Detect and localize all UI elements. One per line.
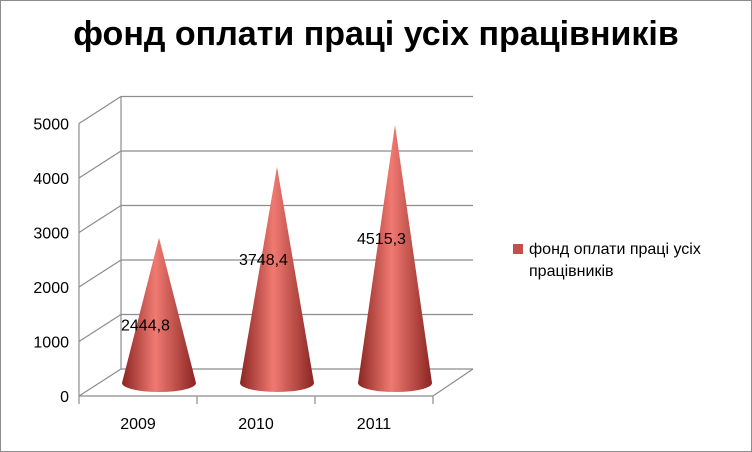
y-tick-label: 4000	[33, 171, 69, 188]
legend: фонд оплати праці усіх працівників	[513, 239, 738, 283]
y-tick-label: 2000	[33, 280, 69, 297]
legend-swatch	[513, 244, 523, 254]
y-tick-label: 1000	[33, 335, 69, 352]
x-tick-label: 2009	[120, 416, 156, 433]
data-label: 2444,8	[121, 317, 170, 334]
x-tick-label: 2011	[357, 416, 392, 433]
legend-label: фонд оплати праці усіх працівників	[529, 241, 701, 280]
cone-bar	[358, 124, 432, 393]
data-label: 3748,4	[239, 252, 288, 269]
cone-bar	[240, 166, 314, 392]
chart-title: фонд оплати праці усіх працівників	[73, 15, 679, 53]
y-tick-label: 5000	[33, 117, 69, 134]
gridline	[78, 95, 473, 125]
cone-bar	[122, 237, 196, 392]
x-tick-label: 2010	[238, 416, 274, 433]
y-tick-label: 3000	[33, 226, 69, 243]
data-label: 4515,3	[357, 231, 406, 248]
floor-right-edge	[432, 368, 474, 397]
y-tick-label: 0	[60, 389, 69, 406]
